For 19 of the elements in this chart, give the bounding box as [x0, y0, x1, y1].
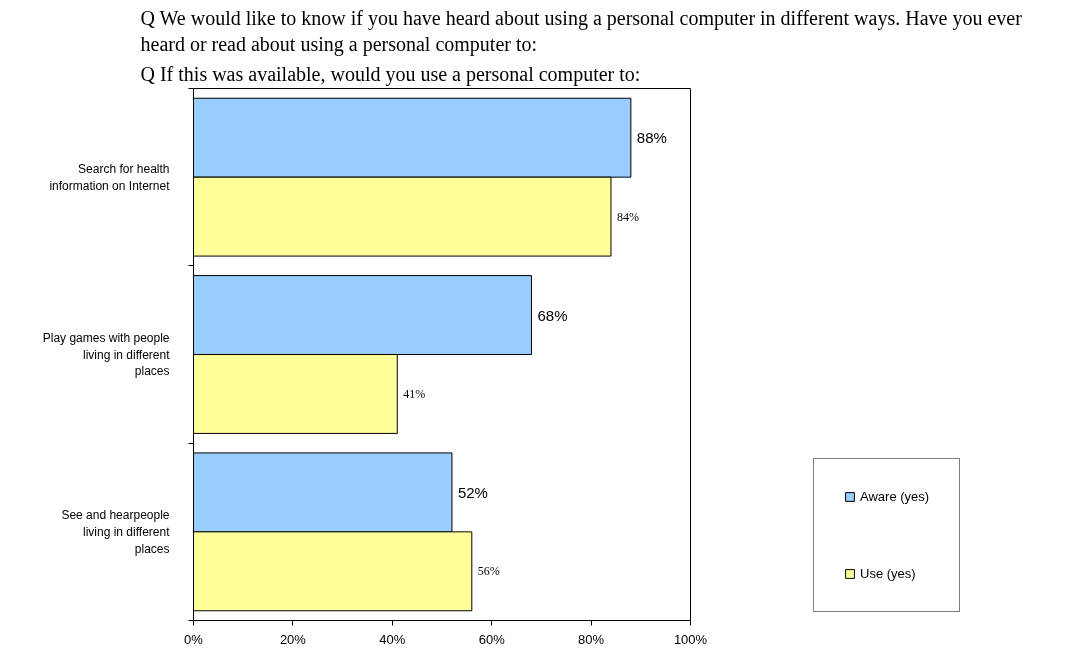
- legend-label: Use (yes): [860, 566, 916, 581]
- data-label: 68%: [537, 306, 568, 324]
- x-tick-label: 40%: [379, 631, 406, 647]
- x-tick-label: 60%: [478, 631, 506, 647]
- y-tick-label: Play games with people living in different places: [42, 330, 171, 379]
- y-tick-label: See and hearpeople living in different places: [61, 508, 171, 556]
- data-label: 56%: [477, 564, 500, 579]
- data-label: 52%: [457, 483, 488, 501]
- chart-subtitle: Q If this was available, would you use a personal computer to:: [140, 62, 641, 86]
- chart-title: Q We would like to know if you have heard about using a personal computer in different ways. Have you ever heard or read about using a personal computer to:: [140, 7, 1023, 57]
- data-label: 84%: [616, 209, 639, 224]
- x-tick-label: 80%: [578, 631, 605, 647]
- x-tick-label: 20%: [279, 631, 307, 647]
- x-tick-label: 100%: [673, 631, 708, 647]
- x-tick-label: 0%: [184, 631, 204, 647]
- legend-label: Aware (yes): [860, 489, 930, 504]
- data-label: 88%: [636, 129, 667, 147]
- y-tick-label: Search for health information on Internet: [49, 161, 171, 193]
- data-label: 41%: [403, 386, 426, 401]
